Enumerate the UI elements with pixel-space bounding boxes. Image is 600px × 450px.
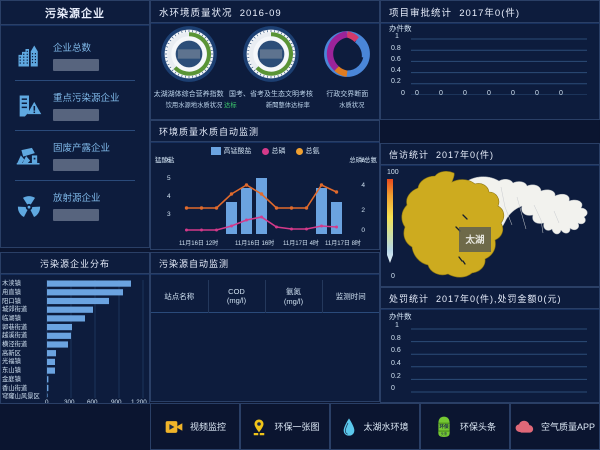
svg-text:环保: 环保 [439, 423, 449, 430]
svg-text:太湖: 太湖 [465, 234, 485, 246]
svg-text:头条: 头条 [441, 431, 448, 436]
